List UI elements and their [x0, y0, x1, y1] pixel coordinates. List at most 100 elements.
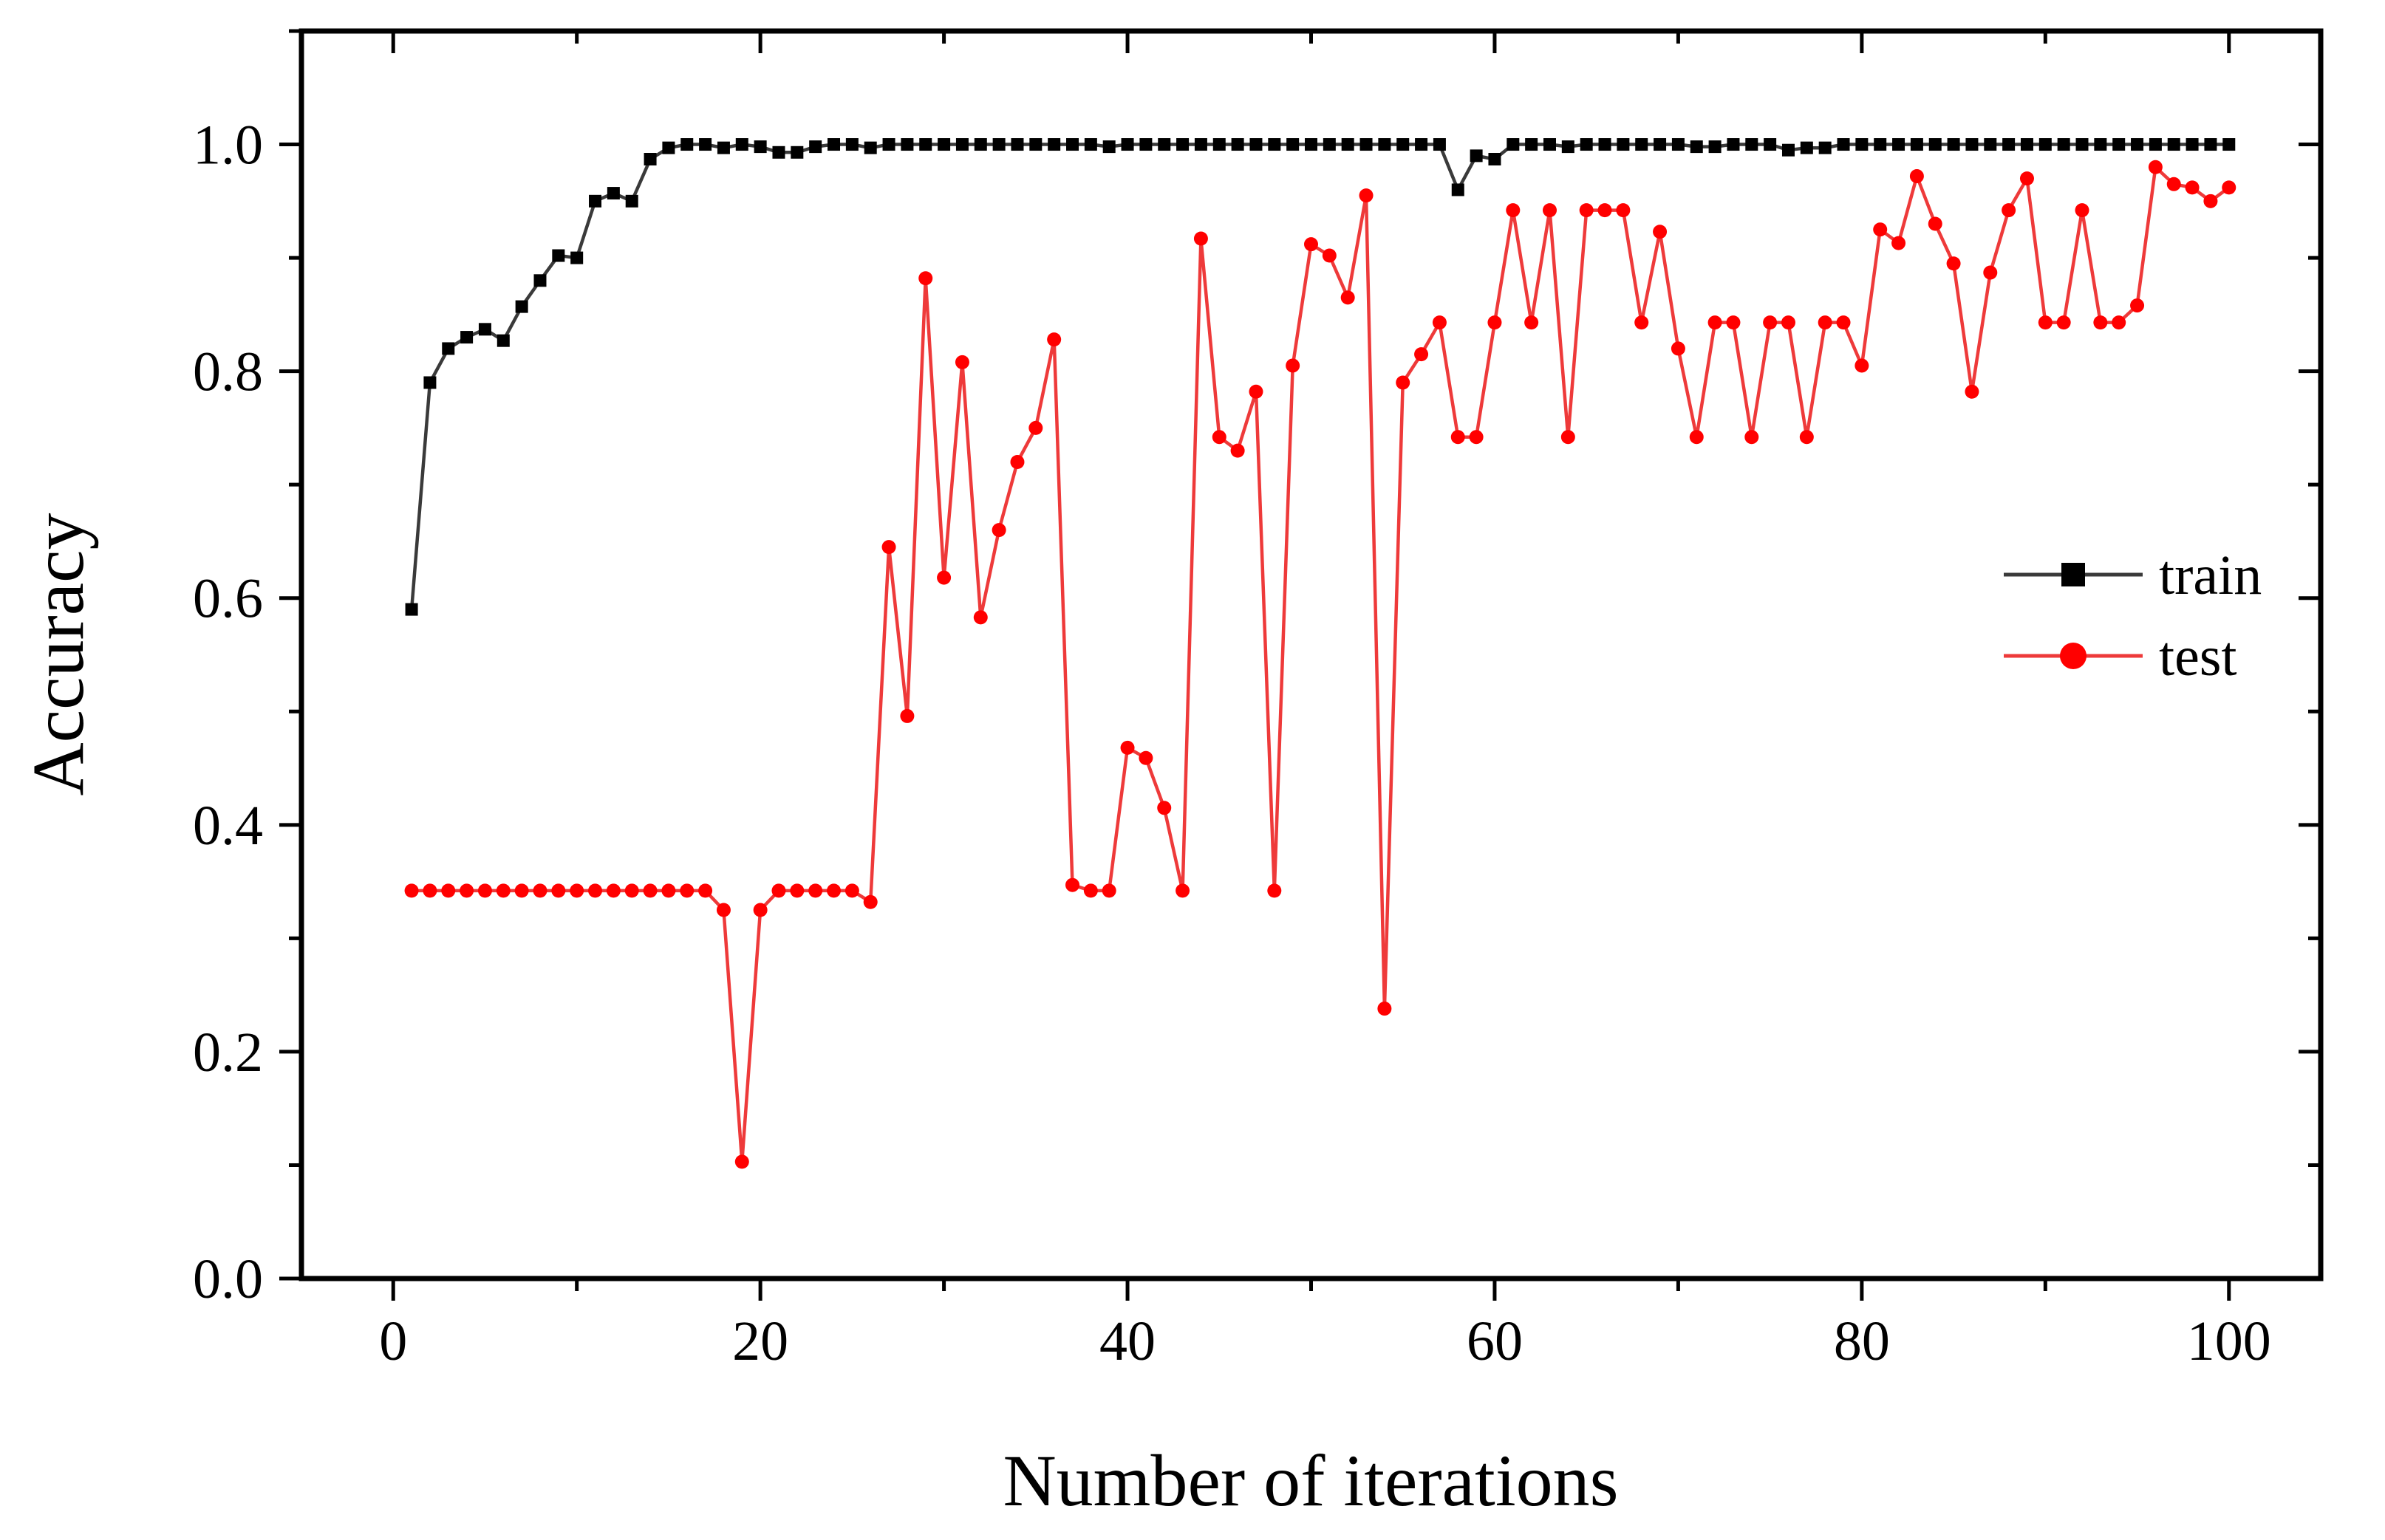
- data-point-test: [1542, 203, 1557, 218]
- data-point-test: [1193, 231, 1208, 246]
- data-point-test: [1855, 358, 1869, 373]
- data-point-train: [1451, 183, 1464, 196]
- data-point-train: [1781, 143, 1795, 157]
- data-point-train: [974, 138, 987, 151]
- legend-marker-train: [2061, 563, 2085, 586]
- data-point-train: [1011, 138, 1024, 151]
- data-point-test: [2222, 180, 2236, 195]
- data-point-train: [1965, 138, 1979, 151]
- data-point-test: [680, 883, 695, 898]
- data-point-train: [754, 140, 767, 154]
- data-point-train: [2222, 138, 2236, 151]
- data-point-test: [1267, 883, 1282, 898]
- data-point-test: [698, 883, 713, 898]
- x-tick-label: 0: [379, 1310, 407, 1372]
- data-point-test: [1102, 883, 1116, 898]
- data-point-test: [1506, 203, 1521, 218]
- series-line-train: [409, 143, 2229, 610]
- data-point-train: [1158, 138, 1171, 151]
- data-point-test: [1671, 341, 1685, 356]
- data-point-train: [1525, 138, 1538, 151]
- data-point-train: [1102, 140, 1116, 154]
- data-point-test: [1983, 265, 1998, 280]
- data-point-train: [864, 141, 877, 154]
- data-point-train: [1727, 138, 1740, 151]
- data-point-train: [1654, 138, 1667, 151]
- data-point-train: [882, 138, 895, 151]
- data-point-test: [992, 523, 1006, 538]
- data-point-test: [588, 883, 603, 898]
- data-point-test: [1763, 315, 1778, 330]
- data-point-train: [828, 138, 841, 151]
- data-point-test: [1028, 420, 1043, 435]
- data-point-test: [2148, 160, 2163, 174]
- x-tick-labels: 0 20 40 60 80 100: [379, 1310, 2271, 1372]
- data-point-train: [2167, 138, 2180, 151]
- data-point-train: [1800, 141, 1813, 154]
- data-point-train: [533, 274, 547, 287]
- data-point-test: [2056, 315, 2071, 330]
- data-point-test: [1340, 290, 1355, 305]
- data-point-test: [1432, 315, 1447, 330]
- data-point-test: [477, 883, 492, 898]
- data-point-test: [423, 883, 437, 898]
- data-point-train: [1194, 138, 1207, 151]
- data-point-train: [1874, 138, 1887, 151]
- data-point-test: [551, 883, 566, 898]
- data-point-test: [1322, 248, 1337, 263]
- data-point-test: [1396, 375, 1410, 390]
- data-point-train: [1121, 138, 1134, 151]
- data-point-train: [1323, 138, 1336, 151]
- data-point-test: [1083, 883, 1098, 898]
- data-point-train: [1892, 138, 1905, 151]
- data-point-train: [1910, 138, 1923, 151]
- data-point-test: [1909, 169, 1924, 184]
- y-axis-title: Accuracy: [17, 513, 99, 795]
- legend-label-train: train: [2159, 544, 2262, 606]
- data-point-train: [405, 603, 418, 616]
- data-point-test: [1304, 237, 1318, 252]
- data-point-test: [1965, 384, 1979, 399]
- data-point-test: [1560, 430, 1575, 445]
- data-point-test: [716, 903, 731, 917]
- data-point-test: [973, 610, 988, 625]
- data-point-train: [1947, 138, 1960, 151]
- legend: train test: [2004, 544, 2262, 688]
- data-point-test: [2093, 315, 2108, 330]
- data-point-test: [1597, 203, 1612, 218]
- data-point-train: [1928, 138, 1942, 151]
- data-point-test: [1450, 430, 1465, 445]
- data-point-train: [662, 141, 675, 154]
- data-point-train: [497, 334, 510, 347]
- data-point-test: [606, 883, 621, 898]
- data-point-train: [589, 194, 602, 208]
- data-point-train: [1507, 138, 1520, 151]
- data-point-train: [2149, 138, 2162, 151]
- data-point-train: [809, 140, 822, 154]
- data-point-train: [2057, 138, 2070, 151]
- data-point-train: [2020, 138, 2033, 151]
- data-point-test: [753, 903, 768, 917]
- data-point-train: [1048, 138, 1061, 151]
- data-point-train: [717, 141, 730, 154]
- data-point-test: [1653, 225, 1668, 239]
- data-point-train: [1212, 138, 1226, 151]
- data-point-test: [1120, 740, 1135, 755]
- data-point-train: [1855, 138, 1869, 151]
- data-point-train: [791, 146, 804, 159]
- data-point-train: [1305, 138, 1317, 151]
- data-point-train: [1598, 138, 1611, 151]
- data-point-test: [790, 883, 805, 898]
- data-point-train: [1488, 153, 1501, 166]
- data-point-test: [2185, 180, 2200, 195]
- data-point-train: [1617, 138, 1630, 151]
- data-point-test: [771, 883, 786, 898]
- data-point-train: [1249, 138, 1263, 151]
- data-point-test: [1781, 315, 1795, 330]
- data-point-test: [1744, 430, 1759, 445]
- data-point-test: [1359, 188, 1374, 203]
- data-point-train: [442, 342, 455, 355]
- data-point-train: [625, 194, 638, 208]
- data-point-train: [1378, 138, 1391, 151]
- data-point-test: [1946, 256, 1961, 271]
